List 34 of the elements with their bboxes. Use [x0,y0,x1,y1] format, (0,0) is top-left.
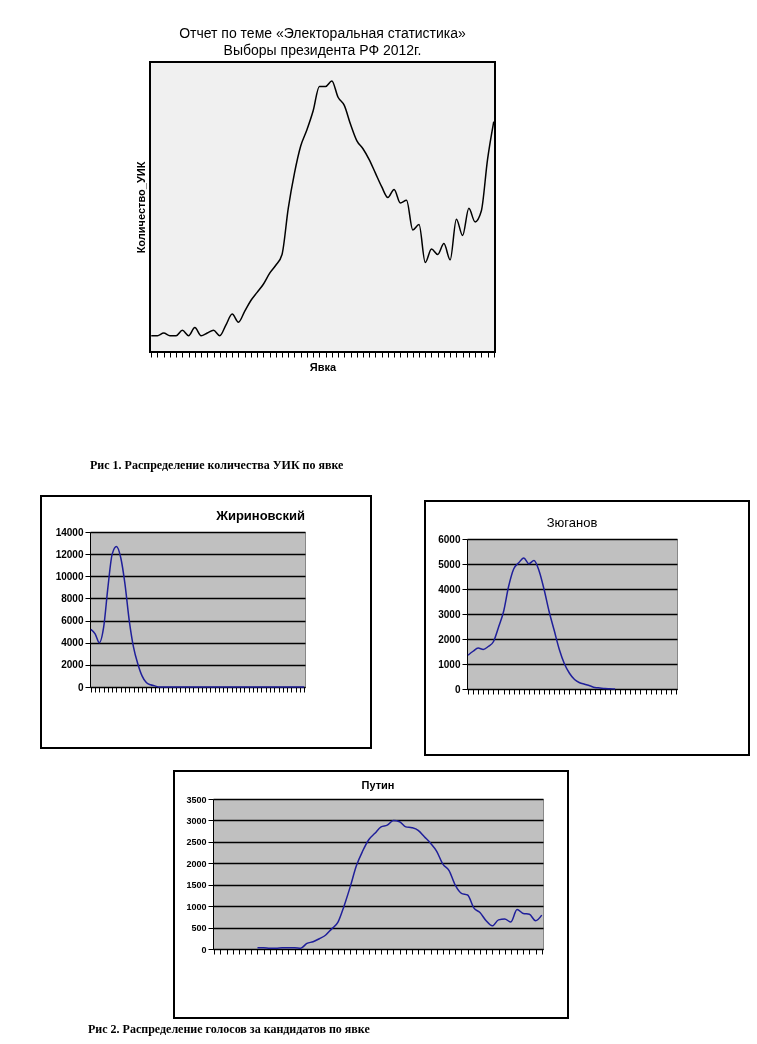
y-tick-label: 3000 [438,608,461,620]
x-axis-title: Явка [309,361,338,373]
y-tick-label: 0 [77,681,84,693]
y-tick-label: 1000 [186,901,207,912]
chart-subtitle: Выборы президента РФ 2012г. [223,42,422,58]
y-tick-label: 4000 [61,637,84,649]
y-tick-label: 3500 [186,794,207,805]
y-tick-label: 14000 [55,526,84,538]
line-series [467,557,616,690]
chart-title: Зюганов [546,515,598,530]
y-tick-label: 4000 [438,583,461,595]
y-tick-label: 2000 [61,659,84,671]
y-tick-label: 1500 [186,880,207,891]
chart-title: Путин [361,779,395,791]
y-tick-label: 1000 [438,658,461,670]
y-tick-label: 5000 [438,558,461,570]
y-tick-label: 3000 [186,815,207,826]
y-tick-label: 2500 [186,837,207,848]
y-tick-label: 12000 [55,548,84,560]
y-tick-label: 8000 [61,592,84,604]
y-tick-label: 6000 [61,615,84,627]
y-axis-title: Количество_УИК [134,161,147,254]
text: Рис 1. Распределение количества УИК по явке [90,458,344,473]
y-tick-label: 10000 [55,570,84,582]
y-tick-label: 2000 [186,858,207,869]
chart-title: Отчет по теме «Электоральная статистика» [179,25,467,41]
y-tick-label: 0 [454,683,461,695]
text: Рис 2. Распределение голосов за кандидатов по явке [88,1022,370,1037]
y-tick-label: 2000 [438,633,461,645]
y-tick-label: 500 [191,923,207,934]
y-tick-label: 6000 [438,533,461,545]
y-tick-label: 0 [201,944,207,955]
chart-title: Жириновский [215,508,305,523]
line-series [256,819,543,949]
